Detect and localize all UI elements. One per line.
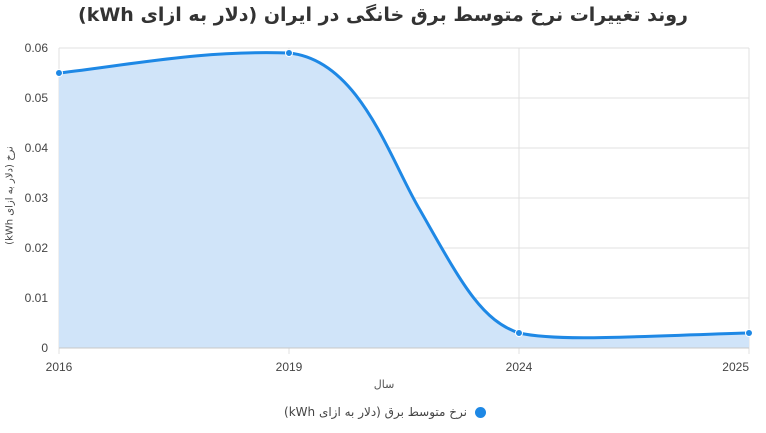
svg-text:0: 0: [41, 341, 48, 355]
legend-label: نرخ متوسط برق (دلار به ازای kWh): [284, 405, 467, 419]
x-axis-title: سال: [373, 378, 395, 391]
svg-text:0.02: 0.02: [25, 241, 49, 255]
y-ticks: 0.06 0.05 0.04 0.03 0.02 0.01 0: [25, 41, 49, 355]
svg-text:0.01: 0.01: [25, 291, 49, 305]
chart-title: روند تغییرات نرخ متوسط برق خانگی در ایرا…: [78, 4, 688, 26]
svg-text:0.03: 0.03: [25, 191, 49, 205]
svg-text:0.05: 0.05: [25, 91, 49, 105]
svg-text:2025: 2025: [722, 360, 749, 374]
svg-text:2016: 2016: [46, 360, 73, 374]
y-axis-title: نرخ (دلار به ازای kWh): [4, 146, 16, 245]
area-fill: [59, 52, 749, 349]
svg-text:2024: 2024: [506, 360, 533, 374]
legend-dot-icon: [474, 406, 486, 418]
series-line: [58, 51, 750, 340]
x-ticks: 2016 2019 2024 2025: [46, 360, 750, 374]
svg-text:0.04: 0.04: [25, 141, 49, 155]
legend-item[interactable]: نرخ متوسط برق (دلار به ازای kWh): [270, 405, 500, 419]
data-points[interactable]: [55, 49, 753, 337]
svg-text:0.06: 0.06: [25, 41, 49, 55]
svg-text:2019: 2019: [276, 360, 303, 374]
